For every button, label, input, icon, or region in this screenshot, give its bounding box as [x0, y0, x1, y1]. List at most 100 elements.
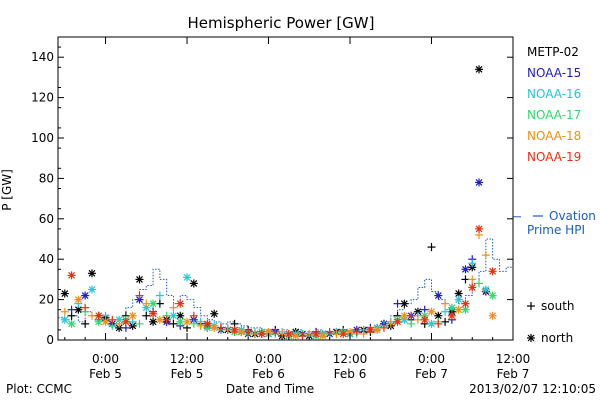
y-axis-label: P [GW] — [0, 169, 14, 211]
data-point — [81, 291, 90, 300]
data-point — [447, 311, 456, 320]
data-point — [407, 311, 416, 320]
data-point — [488, 267, 497, 276]
data-point — [230, 325, 239, 334]
data-point — [454, 305, 463, 314]
footer-left: Plot: CCMC — [6, 382, 72, 396]
ovation-label-2: Prime HPI — [527, 223, 585, 237]
legend-entry: METP-02 — [527, 45, 579, 59]
data-point — [305, 329, 314, 338]
data-point — [87, 285, 96, 294]
data-point — [318, 331, 327, 340]
data-point — [400, 311, 409, 320]
legend-entry: NOAA-17 — [527, 108, 581, 122]
data-point — [312, 329, 321, 338]
data-point — [373, 325, 382, 334]
data-point — [475, 224, 484, 233]
data-point — [441, 299, 450, 308]
data-point — [427, 243, 436, 252]
data-point — [488, 291, 497, 300]
data-point — [87, 311, 96, 320]
data-point — [244, 327, 253, 336]
data-point — [183, 273, 192, 282]
y-tick-label: 100 — [31, 131, 54, 145]
data-point — [176, 317, 185, 326]
data-point — [488, 311, 497, 320]
footer-right: 2013/02/07 12:10:05 — [469, 382, 596, 396]
data-point — [434, 311, 443, 320]
y-tick-label: 40 — [39, 252, 54, 266]
data-point — [278, 329, 287, 338]
data-point — [67, 305, 76, 314]
data-point — [60, 307, 69, 316]
marker-legend-label: north — [541, 331, 573, 345]
data-point — [155, 299, 164, 308]
data-point — [454, 295, 463, 304]
data-point — [94, 311, 103, 320]
data-point — [135, 291, 144, 300]
data-point — [101, 317, 110, 326]
data-point — [142, 299, 151, 308]
x-tick-time-label: 0:00 — [255, 352, 282, 366]
data-point — [169, 319, 178, 328]
ovation-label: Ovation Prime HPI — [527, 209, 596, 237]
data-point — [400, 299, 409, 308]
data-point — [149, 309, 158, 318]
data-point — [468, 275, 477, 284]
x-tick-time-label: 0:00 — [418, 352, 445, 366]
chart-title: Hemispheric Power [GW] — [188, 14, 375, 32]
data-point — [155, 291, 164, 300]
legend-entry: NOAA-19 — [527, 150, 581, 164]
data-points — [60, 65, 497, 340]
data-point — [67, 271, 76, 280]
data-point — [189, 311, 198, 320]
x-axis-label: Date and Time — [226, 382, 314, 396]
data-point — [169, 303, 178, 312]
data-point — [468, 283, 477, 292]
y-tick-label: 60 — [39, 212, 54, 226]
marker-legend-entry: south — [527, 299, 575, 313]
data-point — [169, 311, 178, 320]
data-point — [420, 315, 429, 324]
data-point — [67, 319, 76, 328]
data-point — [352, 327, 361, 336]
data-point — [121, 317, 130, 326]
x-tick-date-label: Feb 6 — [334, 367, 367, 381]
data-point — [434, 291, 443, 300]
data-point — [189, 279, 198, 288]
legend-entry: NOAA-16 — [527, 87, 581, 101]
data-point — [60, 289, 69, 298]
data-point — [237, 327, 246, 336]
data-point — [128, 311, 137, 320]
data-point — [257, 329, 266, 338]
y-tick-label: 140 — [31, 50, 54, 64]
data-point — [359, 329, 368, 338]
data-point — [468, 259, 477, 268]
data-point — [210, 309, 219, 318]
data-point — [149, 299, 158, 308]
data-point — [481, 285, 490, 294]
marker-legend-entry: north — [527, 331, 573, 345]
data-point — [189, 319, 198, 328]
data-point — [461, 275, 470, 284]
marker-legend: south north — [527, 299, 575, 345]
data-point — [461, 299, 470, 308]
data-point — [155, 315, 164, 324]
x-tick-date-label: Feb 7 — [497, 367, 530, 381]
y-tick-label: 0 — [46, 333, 54, 347]
data-point — [427, 319, 436, 328]
data-point — [475, 178, 484, 187]
data-point — [393, 299, 402, 308]
data-point — [115, 319, 124, 328]
marker-legend-symbol — [527, 334, 535, 342]
marker-legend-label: south — [541, 299, 575, 313]
data-point — [108, 315, 117, 324]
x-tick-time-label: 12:00 — [496, 352, 531, 366]
data-point — [332, 329, 341, 338]
data-point — [461, 265, 470, 274]
data-point — [203, 319, 212, 328]
data-point — [298, 331, 307, 340]
data-point — [325, 327, 334, 336]
data-point — [196, 321, 205, 330]
